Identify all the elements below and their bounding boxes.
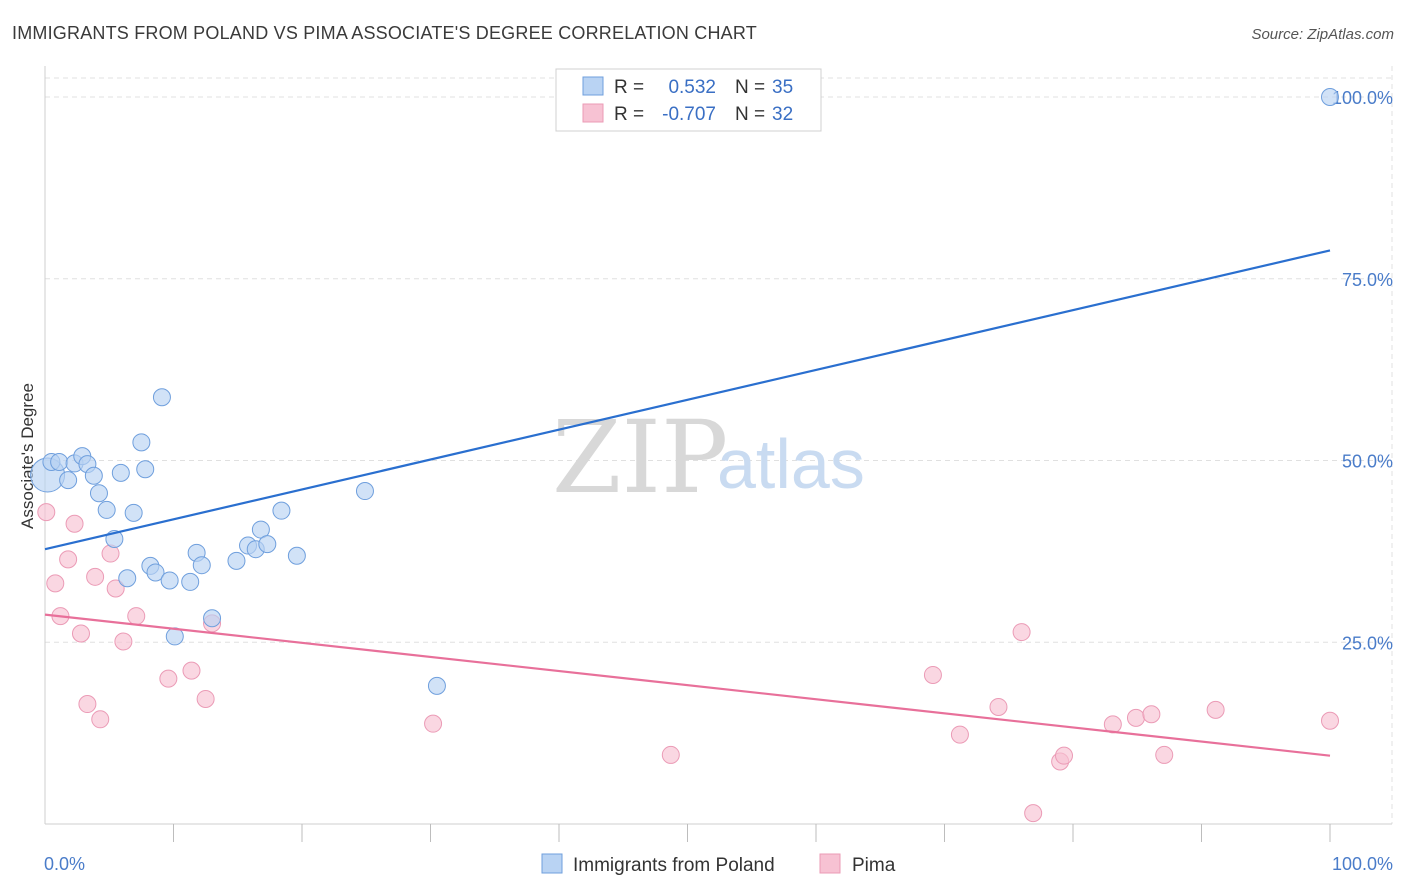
chart-title: IMMIGRANTS FROM POLAND VS PIMA ASSOCIATE… bbox=[12, 23, 757, 43]
poland-point-14 bbox=[132, 433, 151, 452]
poland-point-15 bbox=[136, 460, 155, 479]
pima-point-12 bbox=[127, 607, 146, 626]
poland-point-25 bbox=[227, 551, 246, 570]
bottom-legend-label-pima: Pima bbox=[852, 855, 896, 876]
poland-point-18 bbox=[152, 388, 171, 407]
poland-point-21 bbox=[181, 572, 200, 591]
pima-point-27 bbox=[1126, 708, 1145, 727]
poland-point-7 bbox=[84, 466, 103, 485]
y-axis-ticks: 25.0% 50.0% 75.0% 100.0% bbox=[1332, 88, 1393, 653]
legend-r-value-pima: -0.707 bbox=[662, 104, 716, 125]
poland-point-3 bbox=[59, 471, 78, 490]
pima-point-29 bbox=[1155, 745, 1174, 764]
poland-point-31 bbox=[287, 546, 306, 565]
y-tick-label-100: 100.0% bbox=[1332, 88, 1393, 108]
legend-n-value-poland: 35 bbox=[772, 77, 793, 98]
x-axis-ticks: 0.0% 100.0% bbox=[44, 824, 1393, 874]
legend-r-label-poland: R = bbox=[614, 77, 644, 98]
pima-points bbox=[37, 503, 1339, 823]
poland-point-32 bbox=[355, 482, 374, 501]
poland-point-24 bbox=[203, 609, 222, 628]
y-tick-label-75: 75.0% bbox=[1342, 270, 1393, 290]
bottom-legend-swatch-poland bbox=[541, 853, 563, 874]
pima-point-22 bbox=[1012, 623, 1031, 642]
axes bbox=[44, 66, 1392, 825]
poland-point-29 bbox=[258, 535, 277, 554]
pima-trend-line bbox=[44, 613, 1331, 757]
poland-point-19 bbox=[160, 571, 179, 590]
y-tick-label-25: 25.0% bbox=[1342, 633, 1393, 653]
y-tick-label-50: 50.0% bbox=[1342, 452, 1393, 472]
pima-point-17 bbox=[424, 714, 443, 733]
pima-point-14 bbox=[182, 661, 201, 680]
pima-point-31 bbox=[1321, 711, 1339, 730]
poland-points bbox=[30, 88, 1339, 695]
pima-point-13 bbox=[159, 669, 178, 688]
x-tick-label-0: 0.0% bbox=[44, 854, 85, 874]
legend-swatch-poland bbox=[582, 76, 604, 96]
source-label: Source: ZipAtlas.com bbox=[1251, 26, 1394, 43]
pima-point-1 bbox=[46, 574, 65, 593]
pima-point-7 bbox=[86, 567, 105, 586]
legend-r-value-poland: 0.532 bbox=[668, 77, 716, 98]
pima-point-5 bbox=[71, 624, 90, 643]
x-tick-label-100: 100.0% bbox=[1332, 854, 1393, 874]
pima-point-0 bbox=[37, 503, 56, 522]
poland-point-12 bbox=[118, 569, 137, 588]
pima-point-11 bbox=[114, 632, 133, 651]
pima-point-6 bbox=[78, 695, 97, 714]
legend-n-value-pima: 32 bbox=[772, 104, 793, 125]
pima-point-21 bbox=[989, 697, 1008, 716]
pima-point-25 bbox=[1055, 746, 1074, 765]
pima-point-10 bbox=[106, 579, 125, 598]
poland-point-30 bbox=[272, 501, 291, 520]
pima-point-28 bbox=[1142, 705, 1161, 724]
bottom-legend-label-poland: Immigrants from Poland bbox=[573, 855, 775, 876]
trend-lines bbox=[44, 249, 1331, 757]
legend-n-label-pima: N = bbox=[735, 104, 765, 125]
y-axis-label: Associate's Degree bbox=[18, 383, 37, 529]
pima-point-19 bbox=[923, 665, 942, 684]
poland-point-2 bbox=[50, 452, 69, 471]
legend-n-label-poland: N = bbox=[735, 77, 765, 98]
gridlines bbox=[45, 66, 1393, 824]
poland-point-34 bbox=[1321, 88, 1339, 106]
bottom-legend-swatch-pima bbox=[819, 853, 841, 874]
bottom-legend: Immigrants from Poland Pima bbox=[541, 853, 896, 876]
legend-r-label-pima: R = bbox=[614, 104, 644, 125]
poland-point-17 bbox=[146, 563, 165, 582]
pima-point-4 bbox=[65, 514, 84, 533]
pima-point-3 bbox=[59, 550, 78, 569]
poland-point-11 bbox=[111, 463, 130, 482]
pima-point-8 bbox=[91, 710, 110, 729]
watermark-atlas: atlas bbox=[717, 425, 865, 503]
poland-point-33 bbox=[427, 676, 446, 695]
watermark: ZIP atlas bbox=[552, 399, 865, 516]
legend-box: R = 0.532 N = 35 R = -0.707 N = 32 bbox=[555, 68, 822, 132]
pima-point-30 bbox=[1206, 700, 1225, 719]
poland-point-23 bbox=[192, 556, 211, 575]
pima-point-23 bbox=[1024, 804, 1043, 823]
poland-trend-line bbox=[44, 249, 1331, 551]
poland-point-13 bbox=[124, 503, 143, 522]
pima-point-20 bbox=[950, 725, 969, 744]
legend-swatch-pima bbox=[582, 103, 604, 123]
poland-point-8 bbox=[89, 484, 108, 503]
watermark-zip: ZIP bbox=[552, 399, 728, 516]
pima-point-18 bbox=[661, 745, 680, 764]
poland-point-9 bbox=[97, 500, 116, 519]
pima-point-15 bbox=[196, 689, 215, 708]
